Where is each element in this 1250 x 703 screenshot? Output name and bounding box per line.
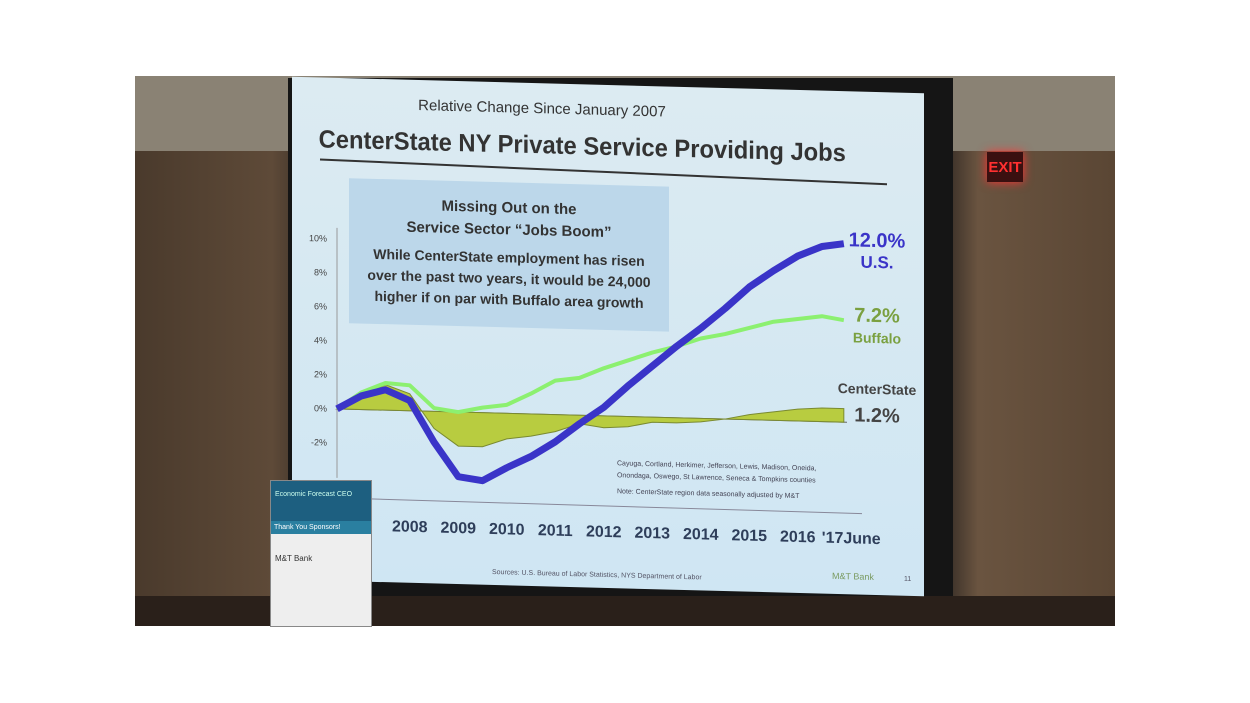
- counties-text: Onondaga, Oswego, St Lawrence, Seneca & …: [617, 472, 816, 484]
- callout-text: higher if on par with Buffalo area growt…: [374, 288, 643, 311]
- counties-text: Cayuga, Cortland, Herkimer, Jefferson, L…: [617, 460, 816, 472]
- y-tick-label: 6%: [314, 301, 327, 311]
- series-name-label: Buffalo: [853, 329, 901, 346]
- x-tick-label: 2010: [489, 521, 525, 539]
- series-name-label: U.S.: [860, 253, 893, 273]
- x-axis-rule: [336, 497, 863, 515]
- callout-heading: Missing Out on the: [442, 198, 577, 219]
- y-tick-label: 0%: [314, 403, 327, 413]
- series-line-buffalo: [335, 314, 845, 415]
- sign-tag: CEO: [336, 491, 353, 498]
- y-tick-label: 4%: [314, 335, 327, 345]
- sources-text: Sources: U.S. Bureau of Labor Statistics…: [492, 569, 702, 582]
- note-text: Note: CenterState region data seasonally…: [617, 488, 800, 500]
- chart: Relative Change Since January 2007 Center…: [309, 97, 917, 583]
- series-name-label: CenterState: [838, 380, 917, 398]
- y-tick-label: 10%: [309, 233, 327, 243]
- callout-box: [349, 178, 669, 332]
- sign-sponsor: M&T Bank: [275, 554, 313, 563]
- sponsor-sign: Economic Forecast CEO Thank You Sponsors…: [270, 480, 372, 627]
- y-tick-label: -2%: [311, 437, 327, 447]
- callout-text: While CenterState employment has risen: [373, 246, 644, 269]
- page-number: 11: [904, 576, 911, 583]
- bank-logo: M&T Bank: [832, 571, 874, 582]
- end-value-label: 12.0%: [849, 229, 906, 252]
- title-underline: [319, 158, 888, 186]
- y-tick-label: 8%: [314, 267, 327, 277]
- x-tick-label: 2011: [538, 522, 573, 540]
- chart-title: CenterState NY Private Service Providing…: [319, 126, 846, 167]
- callout-heading: Service Sector “Jobs Boom”: [406, 219, 611, 241]
- x-tick-label: 2016: [780, 529, 816, 547]
- x-tick-label: 2014: [683, 526, 719, 544]
- slide: Relative Change Since January 2007 Center…: [292, 76, 924, 597]
- x-tick-label: 2013: [634, 525, 670, 543]
- sign-thanks: Thank You Sponsors!: [271, 521, 371, 534]
- x-tick-label: 2008: [392, 518, 428, 536]
- x-tick-label: 2012: [586, 523, 622, 541]
- chart-subtitle: Relative Change Since January 2007: [418, 97, 666, 120]
- series-line-us: [335, 240, 845, 485]
- end-value-label: 1.2%: [854, 404, 900, 427]
- y-tick-label: 2%: [314, 369, 327, 379]
- x-tick-label: 2015: [731, 527, 767, 545]
- sign-event: Economic Forecast: [275, 491, 335, 498]
- exit-sign: EXIT: [987, 152, 1023, 182]
- end-value-label: 7.2%: [854, 304, 900, 327]
- x-tick-label: 2009: [440, 520, 476, 538]
- x-tick-label: '17June: [822, 530, 881, 549]
- callout-text: over the past two years, it would be 24,…: [367, 267, 650, 290]
